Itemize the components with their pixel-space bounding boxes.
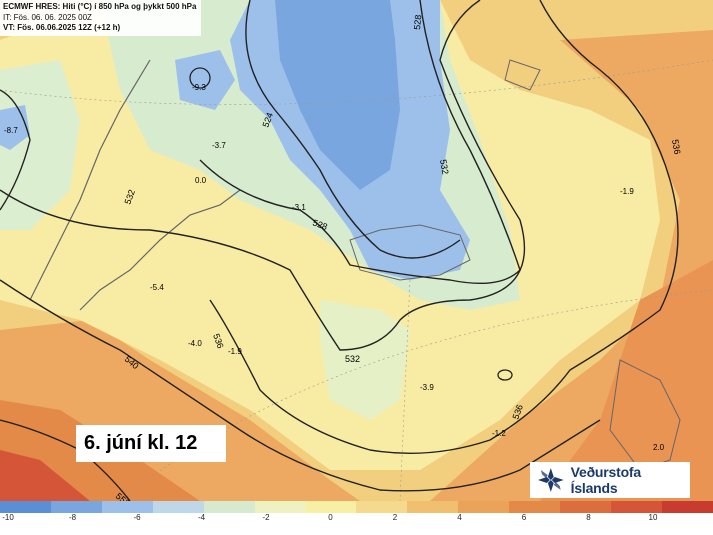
temp-label: -8.7 [4, 126, 18, 135]
colorbar-segment [203, 501, 255, 513]
contour-label: 536 [670, 139, 682, 156]
greenland-coast-2 [79, 189, 241, 311]
contour-label: 552 [114, 491, 132, 501]
colorbar-tick-label: -4 [197, 513, 206, 522]
day-label: 6. júní kl. 12 [76, 425, 226, 462]
colorbar [0, 501, 713, 513]
contour-label: 532 [345, 354, 360, 364]
logo-text: Veðurstofa Íslands [570, 464, 642, 496]
colorbar-tick-label: 2 [392, 513, 398, 522]
contour-532 [0, 0, 526, 351]
colorbar-tick-label: 6 [521, 513, 527, 522]
map-header: ECMWF HRES: Hiti (°C) í 850 hPa og þykkt… [0, 0, 202, 36]
colorbar-segment [560, 501, 612, 513]
island-coast-north [504, 59, 541, 91]
graticule [399, 279, 411, 501]
temp-label: -1.9 [228, 347, 242, 356]
colorbar-segment [305, 501, 357, 513]
hot-area-southwest [0, 450, 90, 501]
temp-label: -1.9 [620, 187, 634, 196]
cold-core-inner [275, 0, 400, 190]
contour-label: 524 [260, 111, 275, 129]
warm-area-southeast [540, 260, 713, 501]
temp-label: -1.2 [492, 429, 506, 438]
contour-label: 532 [438, 159, 450, 176]
colorbar-segment [254, 501, 306, 513]
colorbar-tick-label: -6 [133, 513, 141, 522]
temp-label: -3.7 [212, 141, 226, 150]
colorbar-segment [661, 501, 713, 513]
contour-label: 532 [122, 188, 137, 206]
contour-540 [0, 279, 601, 492]
temp-label: 0.0 [195, 176, 207, 185]
colorbar-tick-label: 8 [586, 513, 591, 522]
colorbar-tick-label: -8 [68, 513, 77, 522]
header-valid-time: VT: Fös. 06.06.2025 12Z (+12 h) [3, 23, 121, 32]
temp-label: -9.3 [192, 83, 206, 92]
colorbar-segment [356, 501, 408, 513]
contour-closed [497, 369, 513, 381]
colorbar-tick-label: 4 [457, 513, 462, 522]
contour-label: 528 [311, 217, 329, 232]
colorbar-segment [458, 501, 510, 513]
header-init-time: IT: Fös. 06. 06. 2025 00Z [3, 12, 92, 22]
contour-528 [199, 0, 521, 285]
temp-label: -3.1 [292, 203, 306, 212]
colorbar-segment [152, 501, 204, 513]
colorbar-segment [101, 501, 153, 513]
colorbar-segment [0, 501, 51, 513]
colorbar-segment [407, 501, 459, 513]
temp-label: -4.0 [188, 339, 202, 348]
colorbar-tick-label: -2 [262, 513, 270, 522]
colorbar-tick-label: -10 [2, 513, 14, 522]
colorbar-tick-label: 0 [328, 513, 333, 522]
contour-label: 528 [412, 14, 423, 30]
logo: Veðurstofa Íslands [530, 462, 690, 498]
colorbar-segment [611, 501, 662, 513]
contour-536 [209, 0, 679, 455]
cold-area-west [0, 60, 80, 230]
svalbard-coast [349, 224, 471, 281]
island-coast-east [609, 359, 681, 471]
temp-label: -3.9 [420, 383, 434, 392]
greenland-coast [29, 59, 151, 301]
contour-label: 536 [510, 403, 525, 421]
colorbar-segment [50, 501, 102, 513]
header-title: ECMWF HRES: Hiti (°C) í 850 hPa og þykkt… [3, 2, 197, 11]
colorbar-segment [509, 501, 561, 513]
cold-tongue [320, 300, 410, 420]
snowflake-logo-icon [537, 468, 564, 492]
contour-closed [189, 67, 211, 89]
temp-label: 2.0 [653, 443, 665, 452]
temp-label: -5.4 [150, 283, 164, 292]
contour-532-west [0, 89, 31, 211]
graticule [0, 59, 713, 105]
cold-spot-north [175, 50, 235, 110]
colorbar-ticks: -10 -8 -6 -4 -2 0 2 4 6 8 10 [0, 513, 713, 535]
colorbar-tick-label: 10 [648, 513, 658, 522]
contour-label: 536 [211, 332, 226, 350]
contour-524 [245, 0, 461, 259]
